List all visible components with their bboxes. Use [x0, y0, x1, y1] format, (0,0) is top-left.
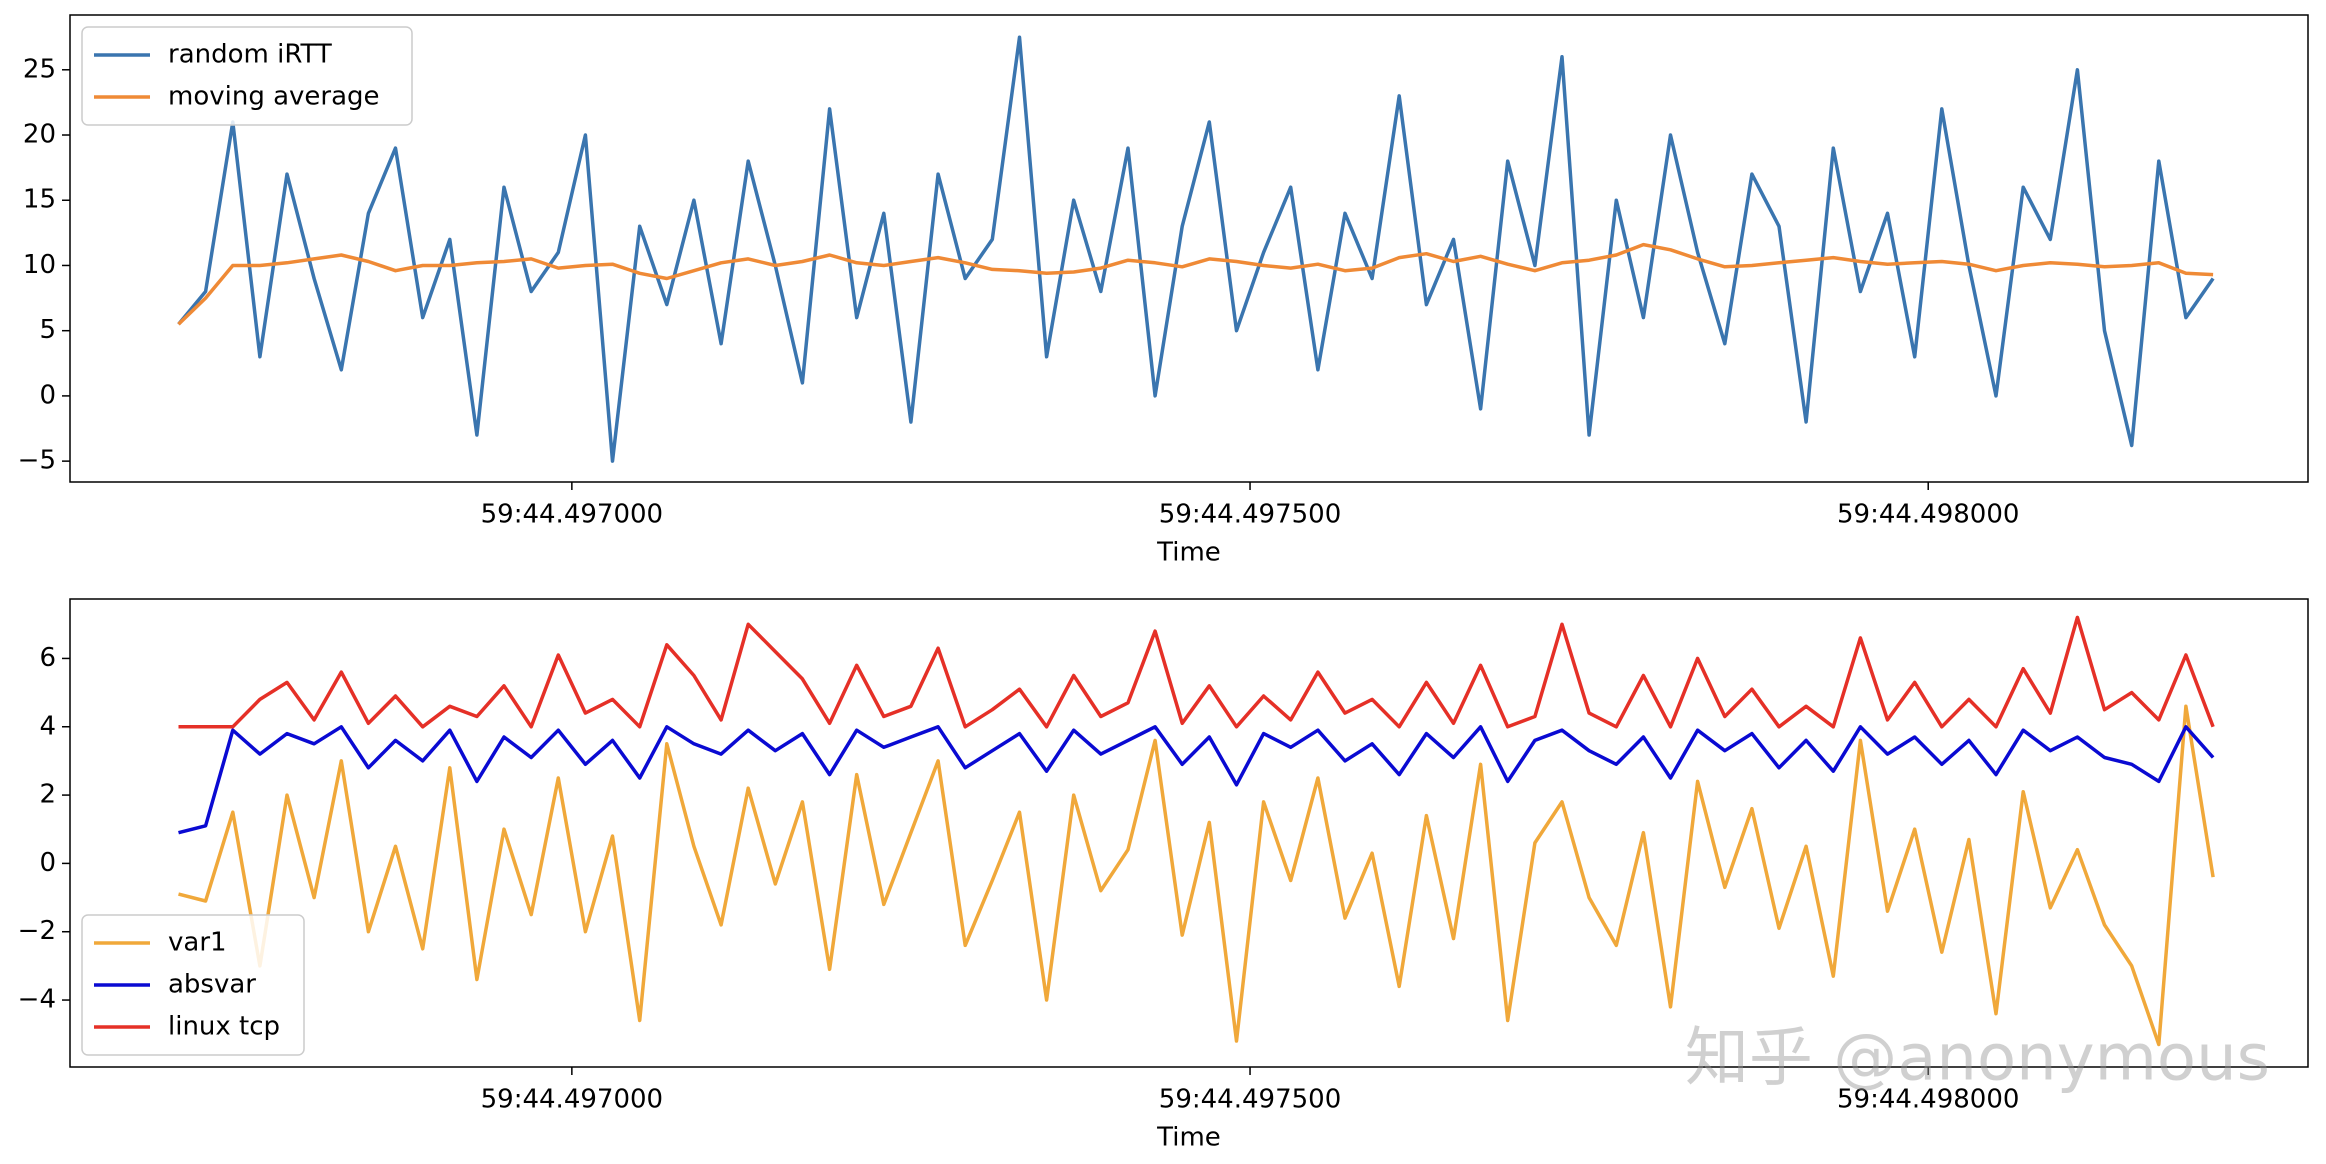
- x-axis-label: Time: [1156, 538, 1221, 568]
- y-tick-label: −4: [18, 985, 56, 1015]
- x-tick-label: 59:44.497000: [481, 500, 663, 530]
- y-tick-label: 6: [39, 643, 56, 673]
- x-tick-label: 59:44.497500: [1159, 1085, 1341, 1115]
- y-tick-label: 2: [39, 780, 56, 810]
- y-tick-label: −5: [18, 446, 56, 476]
- legend: random iRTT moving average: [81, 26, 413, 126]
- series-line: [177, 35, 2215, 463]
- legend-label: moving average: [168, 82, 380, 112]
- legend: var1 absvar linux tcp: [81, 914, 305, 1056]
- legend-box: [81, 914, 305, 1056]
- legend-label: var1: [168, 928, 227, 958]
- x-tick-label: 59:44.497000: [481, 1085, 663, 1115]
- y-tick-label: 20: [23, 120, 56, 150]
- legend-label: linux tcp: [168, 1012, 280, 1042]
- y-tick-label: 4: [39, 711, 56, 741]
- y-tick-label: 10: [23, 250, 56, 280]
- watermark: 知乎 @anonymous: [1685, 1022, 2270, 1096]
- x-tick-label: 59:44.498000: [1837, 500, 2019, 530]
- plot-frame: [69, 598, 2309, 1068]
- plot-frame: [69, 14, 2309, 483]
- y-tick-label: 5: [39, 315, 56, 345]
- legend-box: [81, 26, 413, 126]
- y-tick-label: −2: [18, 916, 56, 946]
- x-tick-label: 59:44.498000: [1837, 1085, 2019, 1115]
- legend-label: random iRTT: [168, 40, 332, 70]
- series-line: [178, 704, 2215, 1047]
- legend-label: absvar: [168, 970, 256, 1000]
- series-line: [178, 725, 2215, 835]
- series-line: [177, 242, 2214, 326]
- x-axis-label: Time: [1156, 1123, 1221, 1153]
- y-tick-label: 0: [39, 380, 56, 410]
- series-line: [178, 615, 2215, 729]
- y-tick-label: 25: [23, 54, 56, 84]
- y-tick-label: 15: [23, 185, 56, 215]
- y-tick-label: 0: [39, 848, 56, 878]
- x-tick-label: 59:44.497500: [1159, 500, 1341, 530]
